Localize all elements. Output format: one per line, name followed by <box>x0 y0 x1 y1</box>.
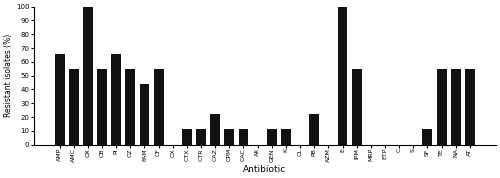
Bar <box>210 114 220 145</box>
Bar <box>422 129 432 145</box>
Bar <box>451 69 460 145</box>
Bar <box>238 129 248 145</box>
Bar <box>224 129 234 145</box>
Bar <box>465 69 475 145</box>
Bar <box>140 84 149 145</box>
Bar <box>126 69 136 145</box>
Bar <box>54 54 64 145</box>
Bar <box>281 129 291 145</box>
Bar <box>310 114 319 145</box>
Bar <box>436 69 446 145</box>
Bar <box>352 69 362 145</box>
Bar <box>182 129 192 145</box>
Bar <box>154 69 164 145</box>
Bar <box>111 54 121 145</box>
X-axis label: Antibiotic: Antibiotic <box>243 165 286 174</box>
Bar <box>196 129 206 145</box>
Bar <box>83 7 93 145</box>
Y-axis label: Resistant isolates (%): Resistant isolates (%) <box>4 34 13 117</box>
Bar <box>267 129 276 145</box>
Bar <box>338 7 347 145</box>
Bar <box>97 69 107 145</box>
Bar <box>69 69 78 145</box>
